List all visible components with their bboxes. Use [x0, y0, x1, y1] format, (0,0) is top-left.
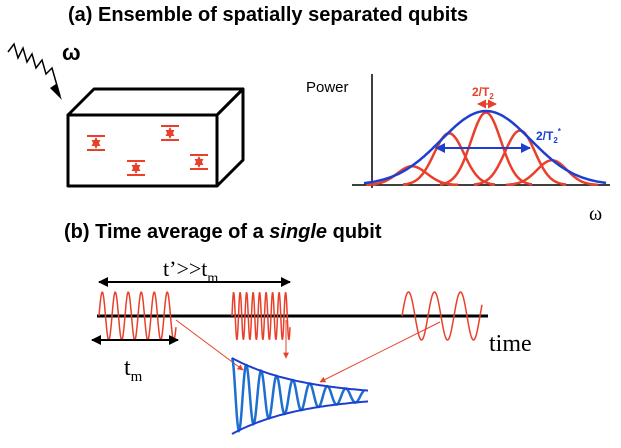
t2star-label: 2/T2*	[536, 127, 562, 145]
spectrum-ylabel: Power	[306, 79, 349, 96]
inhomogeneous-envelope	[363, 109, 607, 185]
averaged-decay-signal	[230, 357, 369, 435]
average-arrows	[175, 319, 441, 383]
omega-label: ω	[62, 40, 81, 65]
qubit-marker	[161, 125, 179, 141]
sample-box	[66, 87, 245, 188]
individual-lineshape	[402, 132, 496, 186]
incoming-wave-icon	[7, 42, 62, 100]
measurement-windows	[98, 291, 483, 341]
panel-b-title: (b) Time average of a single qubit	[64, 221, 382, 243]
wave-packet	[98, 291, 177, 341]
wave-packet	[231, 291, 291, 341]
wave-packet	[401, 291, 483, 341]
decay-envelope-lower	[231, 400, 369, 435]
qubit-markers	[87, 125, 208, 176]
spectrum-axes	[352, 74, 610, 188]
time-label: time	[489, 331, 532, 357]
individual-lineshape	[439, 111, 533, 186]
tm-label: tm	[124, 355, 143, 385]
individual-lineshape	[505, 159, 599, 187]
decay-wave	[230, 357, 365, 433]
panel-a-title: (a) Ensemble of spatially separated qubi…	[68, 4, 468, 26]
qubit-marker	[190, 154, 208, 170]
decay-envelope-upper	[231, 357, 369, 392]
t2-label: 2/T2	[472, 85, 494, 101]
qubit-marker	[87, 135, 105, 151]
spectrum-xlabel: ω	[589, 203, 602, 225]
qubit-marker	[127, 160, 145, 176]
